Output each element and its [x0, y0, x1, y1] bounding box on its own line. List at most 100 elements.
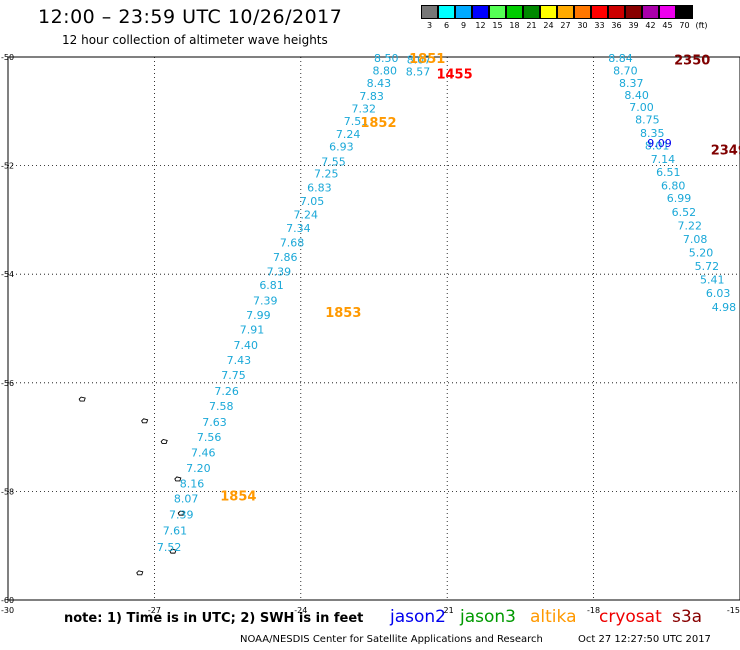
satellite-cryosat: cryosat	[599, 607, 662, 627]
lon-label: -21	[441, 606, 454, 615]
island-6	[169, 548, 177, 554]
wave-height-value: 7.46	[191, 446, 216, 459]
wave-height-value: 5.20	[689, 246, 714, 259]
wave-height-value: 7.14	[651, 153, 676, 166]
wave-height-value: 7.39	[253, 294, 278, 307]
lon-label: -24	[294, 606, 307, 615]
legend-label: 9	[460, 21, 467, 30]
wave-height-value: 8.43	[367, 77, 392, 90]
wave-height-value: 7.20	[186, 462, 211, 475]
wave-height-value: 8.07	[407, 54, 432, 67]
legend-swatch	[608, 5, 625, 19]
island-1	[78, 396, 86, 402]
wave-height-value: 6.81	[259, 279, 284, 292]
wave-height-value: 7.68	[280, 237, 305, 250]
legend-swatches	[421, 5, 710, 19]
wave-height-value: 7.08	[683, 233, 708, 246]
lon-label: -27	[148, 606, 161, 615]
legend-unit: (ft)	[695, 21, 708, 30]
wave-height-value: 7.63	[202, 416, 227, 429]
wave-height-value: 7.34	[286, 222, 311, 235]
wave-height-value: 8.07	[174, 492, 199, 505]
pass-time-label: 2349	[711, 143, 740, 158]
legend-swatch	[557, 5, 574, 19]
wave-height-value: 7.25	[314, 168, 339, 181]
satellite-jason2: jason2	[390, 607, 446, 627]
island-3	[160, 438, 168, 444]
legend-label: 39	[628, 21, 639, 30]
legend-label: 36	[611, 21, 622, 30]
wave-height-value: 7.43	[227, 354, 252, 367]
wave-height-value: 7.86	[273, 251, 298, 264]
wave-height-value: 7.05	[300, 195, 325, 208]
legend-label: 70	[679, 21, 690, 30]
wave-height-value: 7.22	[678, 219, 703, 232]
pass-time-label: 2350	[674, 54, 710, 69]
wave-height-value: 8.37	[619, 77, 644, 90]
wave-height-value: 8.35	[640, 127, 665, 140]
island-5	[177, 510, 185, 516]
wave-height-value: 7.51	[344, 115, 369, 128]
wave-height-value: 5.41	[700, 274, 725, 287]
wave-height-value: 5.72	[695, 260, 720, 273]
pass-time-label: 1851	[409, 52, 445, 67]
wave-height-value: 7.40	[233, 339, 258, 352]
legend-swatch	[506, 5, 523, 19]
wave-height-value: 6.51	[656, 166, 681, 179]
wave-height-value: 6.93	[329, 141, 354, 154]
legend-label: 18	[509, 21, 520, 30]
wave-height-value: 8.80	[373, 65, 398, 78]
legend-label: 45	[662, 21, 673, 30]
wave-height-value: 6.52	[672, 206, 697, 219]
legend-swatch	[540, 5, 557, 19]
pass-time-label: 1852	[360, 116, 396, 131]
island-2	[141, 418, 149, 424]
lat-label: -56	[1, 379, 14, 388]
legend-label: 30	[577, 21, 588, 30]
lat-label: -52	[1, 162, 14, 171]
legend-swatch	[438, 5, 455, 19]
legend-swatch	[523, 5, 540, 19]
wave-height-value: 8.16	[180, 477, 205, 490]
legend-label: 33	[594, 21, 605, 30]
satellite-altika: altika	[530, 607, 577, 627]
wave-height-value: 8.50	[374, 52, 399, 65]
color-legend: 3 6 9 12 15 18 21 24 27 30 33 36 39 42 4…	[421, 5, 710, 30]
footer-note: note: 1) Time is in UTC; 2) SWH is in fe…	[64, 611, 364, 626]
pass-time-label: 1854	[220, 490, 256, 505]
wave-height-value: 9.09	[647, 137, 672, 150]
wave-height-value: 7.32	[352, 103, 377, 116]
wave-height-value: 7.56	[197, 431, 222, 444]
legend-label: 27	[560, 21, 571, 30]
lat-label: -60	[1, 596, 14, 605]
legend-swatch	[455, 5, 472, 19]
lon-label: -15	[727, 606, 740, 615]
wave-height-value: 7.24	[293, 208, 318, 221]
timestamp: Oct 27 12:27:50 UTC 2017	[578, 634, 711, 645]
wave-height-value: 7.52	[157, 541, 182, 554]
legend-swatch	[472, 5, 489, 19]
wave-height-value: 6.80	[661, 180, 686, 193]
island-7	[136, 570, 144, 576]
lon-label: -18	[587, 606, 600, 615]
island-4	[174, 476, 182, 482]
lat-label: -58	[1, 487, 14, 496]
wave-height-value: 8.75	[635, 113, 660, 126]
legend-swatch	[489, 5, 506, 19]
wave-height-value: 7.24	[336, 128, 361, 141]
wave-height-value: 6.83	[307, 181, 332, 194]
wave-height-value: 7.39	[169, 509, 194, 522]
pass-time-label: 1853	[325, 306, 361, 321]
wave-height-value: 7.75	[221, 369, 246, 382]
lat-label: -54	[1, 270, 14, 279]
legend-label: 12	[475, 21, 486, 30]
pass-time-label: 1455	[436, 67, 472, 82]
wave-height-value: 7.39	[267, 265, 292, 278]
legend-swatch	[642, 5, 659, 19]
wave-height-value: 7.99	[246, 309, 270, 322]
legend-swatch	[574, 5, 591, 19]
map-subtitle: 12 hour collection of altimeter wave hei…	[62, 33, 328, 47]
wave-height-value: 7.58	[209, 400, 234, 413]
wave-height-value: 6.99	[667, 192, 692, 205]
